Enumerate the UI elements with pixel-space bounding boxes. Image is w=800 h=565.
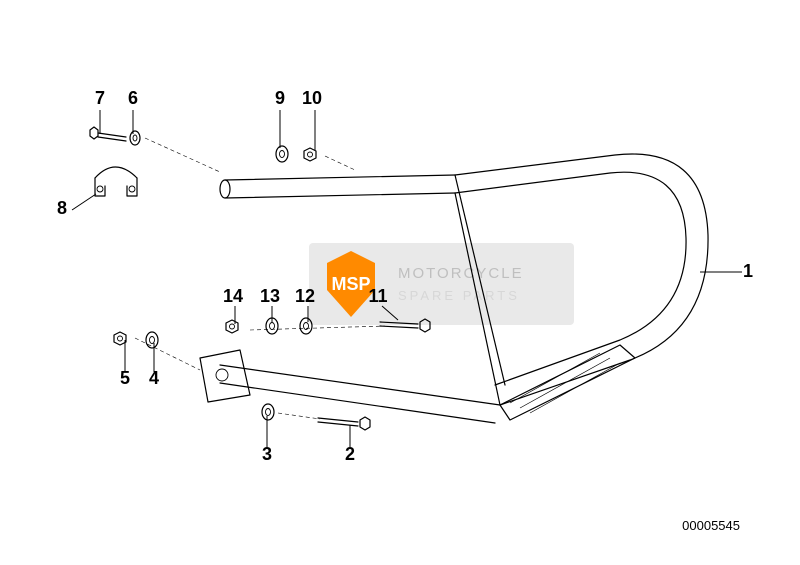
explode-line-1 [325, 156, 355, 170]
watermark: MSP MOTORCYCLE SPARE PARTS [309, 243, 574, 325]
washer-cross-inner [300, 318, 312, 334]
leader-8 [72, 194, 96, 210]
washer-clamp [130, 131, 140, 145]
callout-12: 12 [295, 286, 315, 306]
callout-4: 4 [149, 368, 159, 388]
callout-11: 11 [368, 286, 387, 306]
callout-2: 2 [345, 444, 355, 464]
washer-lower [262, 404, 274, 420]
washer-upper-tube [276, 146, 288, 162]
hex-nut-cross [226, 320, 238, 333]
callout-9: 9 [275, 88, 285, 108]
drawing-id: 00005545 [682, 518, 740, 533]
washer-bracket-rear [146, 332, 158, 348]
hex-bolt-lower [318, 417, 370, 430]
explode-line-2 [135, 338, 200, 370]
explode-line-0 [145, 138, 220, 172]
tube-clamp [95, 167, 137, 196]
callout-3: 3 [262, 444, 272, 464]
hex-bolt-clamp [90, 127, 126, 141]
callout-14: 14 [223, 286, 243, 306]
parts-diagram: MSP MOTORCYCLE SPARE PARTS [0, 0, 800, 565]
callout-10: 10 [302, 88, 322, 108]
callout-6: 6 [128, 88, 138, 108]
callout-5: 5 [120, 368, 130, 388]
callout-8: 8 [57, 198, 67, 218]
watermark-line1: MOTORCYCLE [398, 265, 524, 282]
explode-line-4 [278, 413, 320, 419]
callout-13: 13 [260, 286, 280, 306]
callout-1: 1 [743, 261, 753, 281]
watermark-logo-text: MSP [331, 274, 370, 294]
callout-7: 7 [95, 88, 105, 108]
watermark-line2: SPARE PARTS [398, 288, 520, 303]
hex-nut-bracket-rear [114, 332, 126, 345]
hex-nut-upper-tube [304, 148, 316, 161]
